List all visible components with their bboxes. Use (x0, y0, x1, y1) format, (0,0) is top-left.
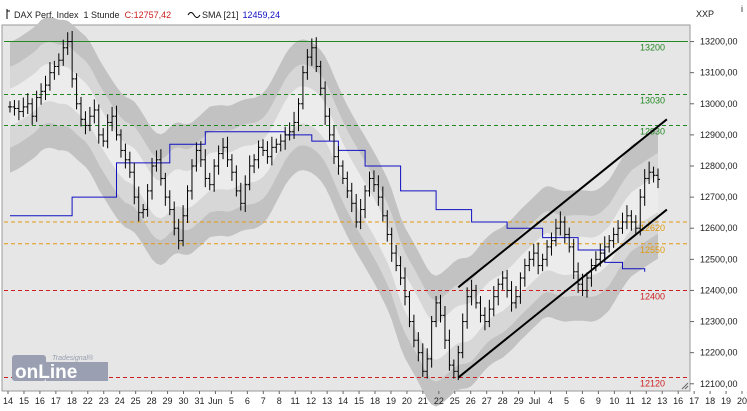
trend-channel (457, 118, 668, 379)
x-tick-label: 26 (466, 396, 476, 406)
y-tick-label: 12700,00 (700, 192, 738, 202)
x-tick-label: 12 (306, 396, 316, 406)
x-tick-label: 30 (179, 396, 189, 406)
x-tick-label: 20 (402, 396, 412, 406)
level-label-12620: 12620 (640, 223, 665, 233)
x-tick-label: 24 (115, 396, 125, 406)
x-tick-label: 9 (596, 396, 601, 406)
x-tick-label: 25 (131, 396, 141, 406)
x-tick-label: 28 (147, 396, 157, 406)
x-tick-label: 5 (229, 396, 234, 406)
y-tick-label: 12800,00 (700, 161, 738, 171)
corner-mark: i (741, 4, 743, 14)
y-tick-label: 12900,00 (700, 130, 738, 140)
x-tick-label: 23 (99, 396, 109, 406)
y-tick-label: 13000,00 (700, 99, 738, 109)
volatility-bands (10, 17, 658, 407)
close-label: C: (125, 10, 134, 20)
x-tick-label: 27 (482, 396, 492, 406)
interval-label: 1 Stunde (84, 10, 120, 20)
level-label-12550: 12550 (640, 245, 665, 255)
level-label-12120: 12120 (640, 379, 665, 389)
chart-header: DAX Perf. Index 1 Stunde C:12757,42 SMA [2… (6, 9, 280, 20)
sma-legend-label: SMA [21] (202, 10, 239, 20)
x-tick-label: 19 (386, 396, 396, 406)
svg-text:Tradesignal®: Tradesignal® (52, 354, 94, 362)
x-tick-label: 18 (705, 396, 715, 406)
x-tick-label: 12 (641, 396, 651, 406)
y-tick-label: 12500,00 (700, 254, 738, 264)
x-tick-label: 6 (245, 396, 250, 406)
x-axis-ticks: 14 15 16 17 18 22 23 24 25 28 29 30 31 Jun 5 6 7 8 11 12 13 1… (3, 391, 747, 406)
y-tick-label: 12300,00 (700, 317, 738, 327)
level-label-13030: 13030 (640, 95, 665, 105)
x-tick-label: 4 (548, 396, 553, 406)
x-tick-label: Jun (208, 396, 223, 406)
x-tick-label: 10 (609, 396, 619, 406)
x-tick-label: 21 (418, 396, 428, 406)
sma-path (10, 131, 646, 272)
level-label-13200: 13200 (640, 43, 665, 53)
x-tick-label: 7 (261, 396, 266, 406)
x-tick-label: 16 (673, 396, 683, 406)
y-tick-label: 12400,00 (700, 285, 738, 295)
x-tick-label: 18 (370, 396, 380, 406)
x-tick-label: Jul (529, 396, 541, 406)
tradesignal-logo: Tradesignal® onLine (12, 354, 108, 383)
x-tick-label: 15 (19, 396, 29, 406)
x-tick-label: 14 (338, 396, 348, 406)
x-tick-label: 29 (163, 396, 173, 406)
x-tick-label: 15 (354, 396, 364, 406)
x-tick-label: 14 (3, 396, 13, 406)
x-tick-label: 28 (498, 396, 508, 406)
x-tick-label: 19 (721, 396, 731, 406)
y-axis-ticks: 12100,00 12200,00 12300,00 12400,00 12500,00… (690, 37, 738, 389)
instrument-name: DAX Perf. Index (14, 10, 79, 20)
channel-lower-line (457, 208, 668, 379)
x-tick-label: 20 (737, 396, 747, 406)
x-tick-label: 29 (514, 396, 524, 406)
sma-legend-value: 12459,24 (243, 10, 281, 20)
sma-legend-icon (187, 12, 201, 18)
y-tick-label: 13100,00 (700, 68, 738, 78)
x-tick-label: 22 (83, 396, 93, 406)
axis-unit: XXP (696, 9, 714, 19)
resize-grip-icon[interactable] (681, 382, 689, 390)
x-tick-label: 31 (194, 396, 204, 406)
x-tick-label: 6 (580, 396, 585, 406)
x-tick-label: 18 (67, 396, 77, 406)
x-tick-label: 25 (450, 396, 460, 406)
x-tick-label: 17 (51, 396, 61, 406)
x-tick-label: 11 (291, 396, 300, 406)
x-tick-label: 13 (322, 396, 332, 406)
svg-text:onLine: onLine (15, 362, 77, 383)
sma-line (10, 131, 646, 272)
x-tick-label: 17 (689, 396, 699, 406)
y-tick-label: 13200,00 (700, 37, 738, 47)
level-label-12400: 12400 (640, 291, 665, 301)
x-tick-label: 22 (434, 396, 444, 406)
y-tick-label: 12100,00 (700, 379, 738, 389)
close-value: 12757,42 (134, 10, 172, 20)
y-tick-label: 12600,00 (700, 223, 738, 233)
x-tick-label: 5 (564, 396, 569, 406)
x-tick-label: 11 (626, 396, 635, 406)
x-tick-label: 16 (35, 396, 45, 406)
y-tick-label: 12200,00 (700, 348, 738, 358)
candle-series (8, 30, 660, 381)
x-tick-label: 13 (657, 396, 667, 406)
core-band (10, 63, 658, 360)
channel-upper-line (457, 118, 668, 289)
x-tick-label: 8 (277, 396, 282, 406)
svg-text:SMA [21]12459,24: SMA [21] 12459,24 (202, 10, 280, 20)
